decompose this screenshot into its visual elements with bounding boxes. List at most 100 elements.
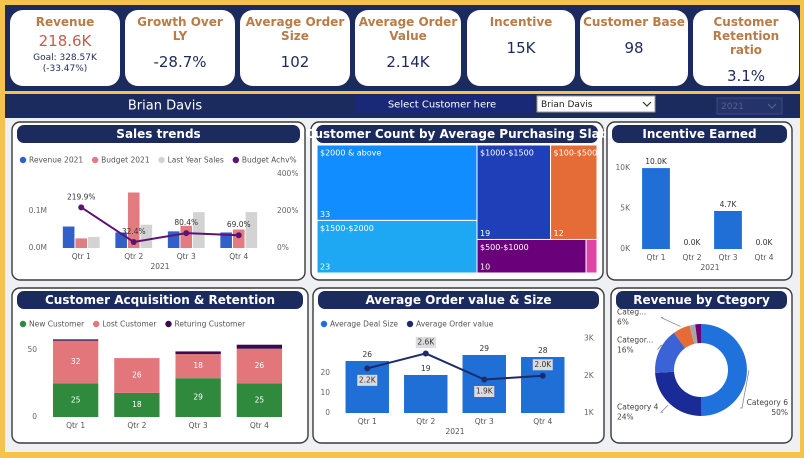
data-label: 29 bbox=[193, 393, 203, 402]
bar bbox=[232, 229, 245, 248]
y2-tick-label: 200% bbox=[277, 206, 298, 215]
kpi-card: Average Order Size 102 bbox=[240, 10, 350, 86]
line-point bbox=[364, 365, 371, 372]
data-label: 69.0% bbox=[227, 220, 251, 229]
y-tick-label: 0 bbox=[32, 412, 37, 421]
leader-line bbox=[660, 317, 681, 327]
bar-segment bbox=[175, 354, 221, 379]
legend-label: Last Year Sales bbox=[168, 156, 224, 165]
y2-tick-label: 400% bbox=[277, 169, 298, 178]
data-label: 0.0K bbox=[756, 238, 774, 247]
kpi-title: Average Order Size bbox=[245, 15, 345, 43]
treemap-cell bbox=[476, 238, 587, 274]
panel-title: Customer Count by Average Purchasing Sla… bbox=[306, 127, 609, 141]
customer-title: Brian Davis bbox=[128, 99, 202, 114]
donut-slice bbox=[673, 325, 695, 349]
legend-marker bbox=[19, 320, 27, 328]
bar bbox=[127, 192, 140, 248]
kpi-value: 3.1% bbox=[726, 67, 766, 85]
data-label: 32 bbox=[71, 357, 81, 366]
data-label: 10.0K bbox=[645, 157, 668, 166]
data-label: 26 bbox=[362, 350, 372, 359]
legend-label: Lost Customer bbox=[102, 320, 157, 329]
x-tick-label: Qtr 4 bbox=[229, 252, 248, 261]
panel-title-pill bbox=[17, 125, 300, 143]
x-tick-label: Qtr 1 bbox=[358, 417, 377, 426]
bar-segment bbox=[52, 383, 99, 417]
line-point bbox=[539, 372, 546, 379]
data-label: 19 bbox=[421, 364, 431, 373]
bar-segment bbox=[52, 340, 99, 384]
x-tick-label: Qtr 2 bbox=[127, 421, 146, 430]
kpi-card: Revenue 218.6K Goal: 328.57K (-33.47%) bbox=[10, 10, 120, 86]
cell-value: 19 bbox=[480, 229, 490, 238]
panel-title: Sales trends bbox=[116, 127, 200, 141]
kpi-card: Average Order Value 2.14K bbox=[355, 10, 461, 86]
bar-segment bbox=[114, 358, 160, 393]
kpi-value: -28.7% bbox=[153, 53, 207, 71]
y-tick-label: 0 bbox=[325, 408, 330, 417]
bar-segment bbox=[114, 392, 160, 417]
cell-label: $500-$1000 bbox=[480, 243, 529, 252]
legend-label: Budget Achv% bbox=[242, 156, 297, 165]
data-label: 25 bbox=[71, 395, 81, 404]
x-tick-label: Qtr 1 bbox=[72, 252, 91, 261]
data-label: 0.0K bbox=[684, 238, 702, 247]
bar-segment bbox=[236, 383, 283, 417]
y2-tick-label: 0% bbox=[277, 243, 289, 252]
data-label-box bbox=[415, 336, 436, 348]
dropdown-chevron bbox=[642, 101, 652, 107]
legend-label: New Customer bbox=[29, 320, 85, 329]
kpi-goal: Goal: 328.57K bbox=[33, 53, 97, 63]
kpi-title: Average Order Value bbox=[358, 15, 458, 43]
data-label-box bbox=[532, 359, 553, 371]
y2-tick-label: 3K bbox=[584, 334, 595, 343]
x-tick-label: Qtr 3 bbox=[189, 421, 208, 430]
x-tick-label: Qtr 3 bbox=[475, 417, 494, 426]
bar bbox=[180, 225, 193, 248]
filter-label: Select Customer here bbox=[388, 100, 496, 111]
data-label: 2.2K bbox=[359, 375, 377, 384]
slice-label: Categ... bbox=[617, 308, 646, 317]
legend-label: Returing Customer bbox=[175, 320, 247, 329]
bar bbox=[220, 232, 232, 248]
customer-dropdown[interactable] bbox=[536, 95, 656, 113]
line bbox=[367, 352, 543, 381]
donut-slice bbox=[655, 332, 686, 373]
slice-label: Category 6 bbox=[747, 398, 789, 407]
bar-segment bbox=[175, 351, 221, 355]
kpi-title: Customer Base bbox=[583, 15, 685, 29]
x-tick-label: Qtr 3 bbox=[177, 252, 196, 261]
y-tick-label: 0.0M bbox=[29, 243, 47, 252]
panel-title-pill bbox=[17, 291, 303, 309]
slice-value: 24% bbox=[617, 412, 634, 421]
legend-marker bbox=[158, 156, 165, 164]
x-axis-label: 2021 bbox=[700, 263, 719, 272]
y-tick-label: 10K bbox=[616, 163, 632, 172]
year-dropdown[interactable] bbox=[716, 97, 783, 115]
legend-label: Budget 2021 bbox=[101, 156, 150, 165]
legend-marker bbox=[165, 320, 172, 328]
data-label-box bbox=[357, 374, 378, 386]
legend-label: Average Order value bbox=[416, 320, 494, 329]
data-label: 25 bbox=[255, 395, 265, 404]
leader-line bbox=[660, 404, 669, 413]
kpi-value: 102 bbox=[280, 53, 310, 71]
cell-label: $100-$500 bbox=[554, 149, 598, 158]
legend-marker bbox=[91, 156, 99, 164]
bar bbox=[167, 231, 180, 248]
bar bbox=[642, 168, 670, 249]
treemap-cell bbox=[585, 238, 598, 274]
data-label-box bbox=[474, 386, 495, 398]
leader-line bbox=[740, 369, 750, 409]
legend-label: Revenue 2021 bbox=[29, 156, 83, 165]
bar bbox=[245, 212, 258, 248]
year-chevron bbox=[767, 103, 777, 109]
panel-title-pill bbox=[316, 125, 598, 143]
legend-marker bbox=[406, 320, 414, 328]
bar-segment bbox=[175, 378, 221, 417]
bar-segment bbox=[52, 339, 99, 341]
legend-marker bbox=[232, 156, 240, 164]
cell-value: 10 bbox=[480, 263, 490, 272]
